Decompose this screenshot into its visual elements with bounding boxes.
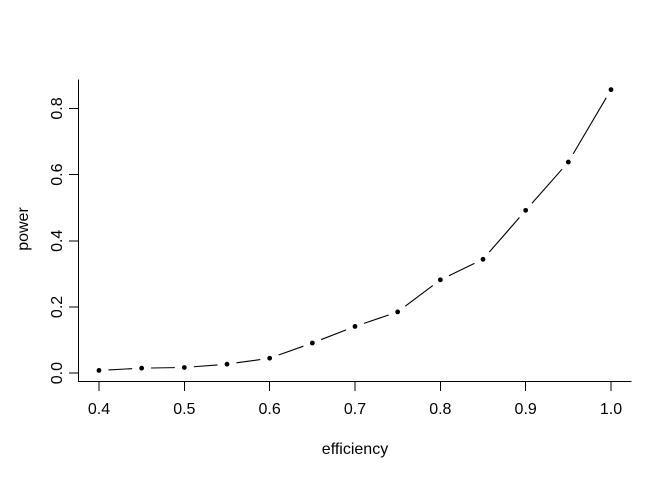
x-tick-label: 0.8	[429, 401, 451, 418]
x-axis-title: efficiency	[321, 441, 389, 458]
series-line-segment	[236, 358, 261, 364]
y-tick-label: 0.4	[49, 230, 66, 252]
data-point	[224, 361, 230, 367]
data-point	[608, 87, 614, 93]
series-line-segment	[320, 329, 347, 341]
data-point	[352, 324, 358, 329]
x-tick-label: 0.4	[88, 401, 110, 418]
series-line-segment	[448, 262, 475, 277]
axes	[69, 79, 632, 391]
x-tick-label: 0.6	[259, 401, 281, 418]
series-line-segment	[108, 368, 133, 371]
data-point	[96, 368, 102, 373]
data-point	[267, 355, 273, 361]
series-line-segment	[488, 217, 520, 253]
series-power	[96, 87, 614, 373]
data-point	[181, 365, 187, 370]
x-tick-label: 1.0	[600, 401, 622, 418]
tick-labels: 0.4 0.5 0.6 0.7 0.8 0.9 1.0 0.0 0.2 0.4 0.6 0.8	[49, 97, 622, 418]
y-tick-label: 0.0	[49, 362, 66, 384]
y-tick-label: 0.2	[49, 296, 66, 318]
x-tick-label: 0.5	[173, 401, 195, 418]
x-tick-label: 0.9	[515, 401, 537, 418]
series-line-segment	[193, 364, 218, 368]
series-line-segment	[404, 285, 434, 307]
y-axis-title: power	[15, 207, 32, 251]
data-point	[139, 365, 145, 371]
series-line-segment	[572, 97, 607, 155]
data-point	[309, 340, 315, 346]
y-tick-label: 0.6	[49, 163, 66, 185]
x-tick-label: 0.7	[344, 401, 366, 418]
data-point	[480, 256, 486, 262]
data-point	[395, 309, 401, 315]
data-point	[565, 159, 571, 165]
series-line-segment	[278, 345, 304, 356]
data-point	[437, 277, 443, 283]
data-point	[523, 207, 529, 213]
axis-lines	[78, 79, 632, 382]
y-tick-label: 0.8	[49, 97, 66, 119]
series-line-segment	[363, 314, 389, 324]
series-line-segment	[531, 168, 563, 204]
